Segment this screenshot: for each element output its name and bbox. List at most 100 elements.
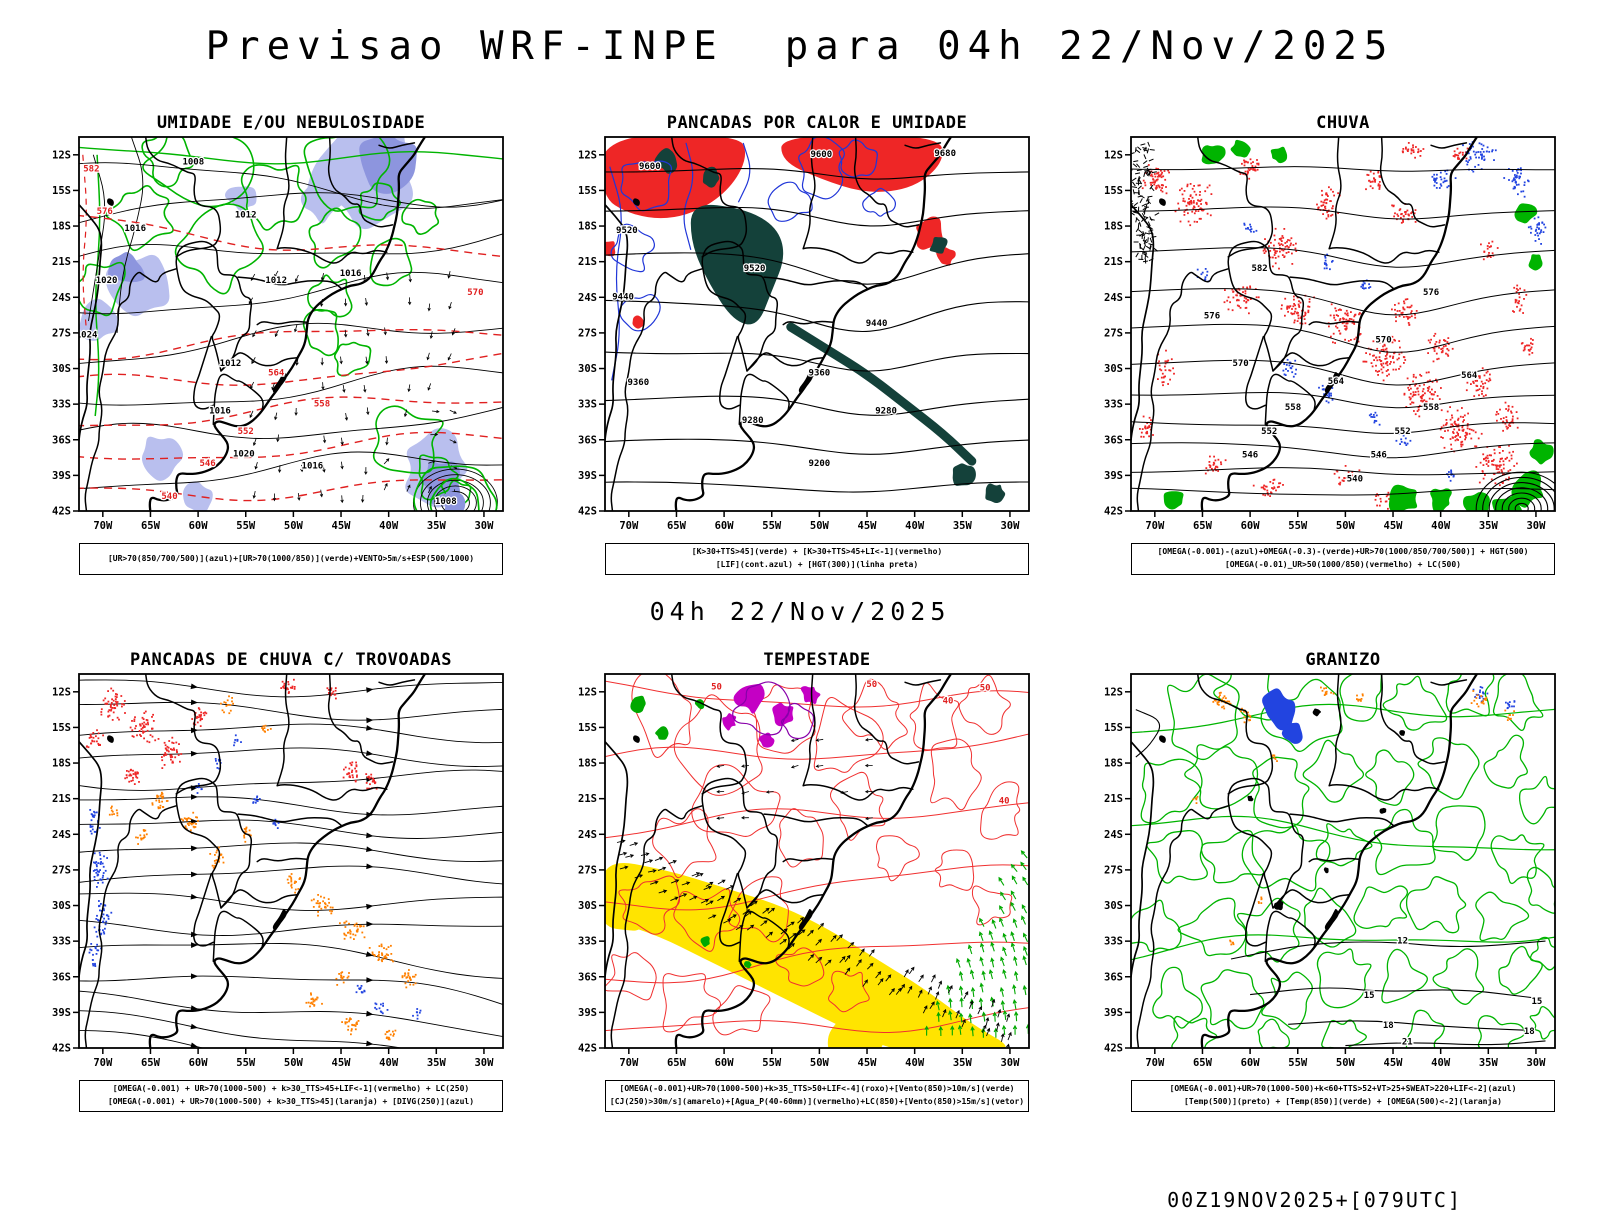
run-info-label: 00Z19NOV2025+[079UTC] (1167, 1188, 1462, 1212)
legend-line-2: [LIF](cont.azul) + [HGT(300)](linha pret… (606, 560, 1028, 571)
svg-text:558: 558 (1423, 403, 1439, 413)
svg-text:60W: 60W (1241, 1057, 1261, 1069)
svg-text:36S: 36S (578, 971, 597, 983)
svg-text:12S: 12S (52, 686, 71, 698)
svg-text:552: 552 (1394, 427, 1410, 437)
svg-text:564: 564 (268, 369, 285, 379)
svg-text:65W: 65W (667, 520, 687, 532)
svg-text:33S: 33S (578, 399, 597, 411)
svg-text:21S: 21S (578, 256, 597, 268)
svg-text:24S: 24S (52, 292, 71, 304)
svg-text:18: 18 (1524, 1027, 1535, 1037)
svg-text:15S: 15S (52, 722, 71, 734)
svg-text:50W: 50W (1336, 1057, 1356, 1069)
svg-text:42S: 42S (1104, 506, 1123, 518)
svg-text:18S: 18S (1104, 758, 1123, 770)
svg-text:21S: 21S (52, 256, 71, 268)
svg-text:35W: 35W (953, 520, 973, 532)
svg-text:576: 576 (97, 207, 113, 217)
page-title: Previsao WRF-INPE para 04h 22/Nov/2025 (0, 24, 1600, 69)
svg-text:18S: 18S (1104, 221, 1123, 233)
svg-text:36S: 36S (1104, 971, 1123, 983)
svg-text:55W: 55W (762, 520, 782, 532)
svg-text:42S: 42S (578, 506, 597, 518)
svg-text:35W: 35W (427, 1057, 447, 1069)
svg-text:30W: 30W (474, 520, 494, 532)
svg-text:24S: 24S (578, 829, 597, 841)
svg-text:40W: 40W (379, 520, 399, 532)
panel-title: UMIDADE E/OU NEBULOSIDADE (79, 113, 503, 133)
valid-time-label: 04h 22/Nov/2025 (0, 597, 1600, 626)
legend-line-1: [K>30+TTS>45](verde) + [K>30+TTS>45+LI<-… (606, 547, 1028, 558)
legend-box: [K>30+TTS>45](verde) + [K>30+TTS>45+LI<-… (605, 543, 1029, 575)
svg-text:552: 552 (1261, 427, 1277, 437)
svg-text:546: 546 (1242, 451, 1258, 461)
svg-text:39S: 39S (52, 470, 71, 482)
svg-text:40W: 40W (905, 520, 925, 532)
svg-text:35W: 35W (427, 520, 447, 532)
svg-text:70W: 70W (619, 1057, 639, 1069)
svg-text:35W: 35W (1479, 520, 1499, 532)
svg-text:9600: 9600 (810, 150, 832, 160)
svg-text:9440: 9440 (612, 293, 634, 303)
panel-title: PANCADAS POR CALOR E UMIDADE (605, 113, 1029, 133)
legend-line-1: [OMEGA(-0.001)-(azul)+OMEGA(-0.3)-(verde… (1132, 547, 1554, 558)
svg-text:1012: 1012 (220, 359, 242, 369)
svg-text:12S: 12S (578, 686, 597, 698)
svg-text:45W: 45W (858, 520, 878, 532)
svg-text:12S: 12S (1104, 686, 1123, 698)
svg-text:24S: 24S (52, 829, 71, 841)
svg-text:45W: 45W (1384, 520, 1404, 532)
svg-text:50: 50 (711, 682, 722, 692)
svg-text:30W: 30W (1526, 1057, 1546, 1069)
svg-text:35W: 35W (1479, 1057, 1499, 1069)
svg-text:30W: 30W (1526, 520, 1546, 532)
svg-text:18: 18 (1383, 1021, 1394, 1031)
svg-text:60W: 60W (189, 1057, 209, 1069)
svg-text:576: 576 (1423, 288, 1439, 298)
legend-line-2: [OMEGA(-0.01)_UR>50(1000/850)(vermelho) … (1132, 560, 1554, 571)
svg-text:60W: 60W (189, 520, 209, 532)
legend-box: [OMEGA(-0.001)-(azul)+OMEGA(-0.3)-(verde… (1131, 543, 1555, 575)
map-granizo: 12151821151812S15S18S21S24S27S30S33S36S3… (1091, 672, 1561, 1072)
svg-text:1016: 1016 (302, 461, 324, 471)
svg-text:70W: 70W (1145, 520, 1165, 532)
svg-text:30S: 30S (578, 363, 597, 375)
svg-text:42S: 42S (52, 506, 71, 518)
legend-line-1: [UR>70(850/700/500)](azul)+[UR>70(1000/8… (80, 554, 502, 565)
svg-text:12: 12 (1397, 937, 1408, 947)
svg-text:15S: 15S (578, 722, 597, 734)
svg-text:1020: 1020 (96, 276, 118, 286)
svg-text:36S: 36S (578, 434, 597, 446)
svg-text:42S: 42S (52, 1043, 71, 1055)
svg-text:24S: 24S (1104, 292, 1123, 304)
svg-text:65W: 65W (141, 1057, 161, 1069)
svg-text:570: 570 (1375, 335, 1391, 345)
svg-text:33S: 33S (1104, 399, 1123, 411)
svg-text:55W: 55W (1288, 520, 1308, 532)
svg-text:15S: 15S (1104, 722, 1123, 734)
svg-text:40W: 40W (1431, 1057, 1451, 1069)
legend-line-2: [OMEGA(-0.001) + UR>70(1000-500) + k>30_… (80, 1097, 502, 1108)
svg-text:36S: 36S (1104, 434, 1123, 446)
svg-text:55W: 55W (762, 1057, 782, 1069)
svg-text:45W: 45W (1384, 1057, 1404, 1069)
svg-text:39S: 39S (1104, 470, 1123, 482)
svg-text:40: 40 (943, 697, 954, 707)
svg-text:30S: 30S (52, 363, 71, 375)
svg-text:21S: 21S (578, 793, 597, 805)
forecast-sheet: Previsao WRF-INPE para 04h 22/Nov/2025 U… (0, 24, 1600, 1112)
svg-text:30S: 30S (1104, 363, 1123, 375)
svg-text:65W: 65W (1193, 1057, 1213, 1069)
legend-line-1: [OMEGA(-0.001)+UR>70(1000-500)+k>35_TTS>… (606, 1084, 1028, 1095)
svg-text:564: 564 (1328, 377, 1345, 387)
svg-text:1016: 1016 (124, 224, 146, 234)
svg-text:33S: 33S (578, 936, 597, 948)
